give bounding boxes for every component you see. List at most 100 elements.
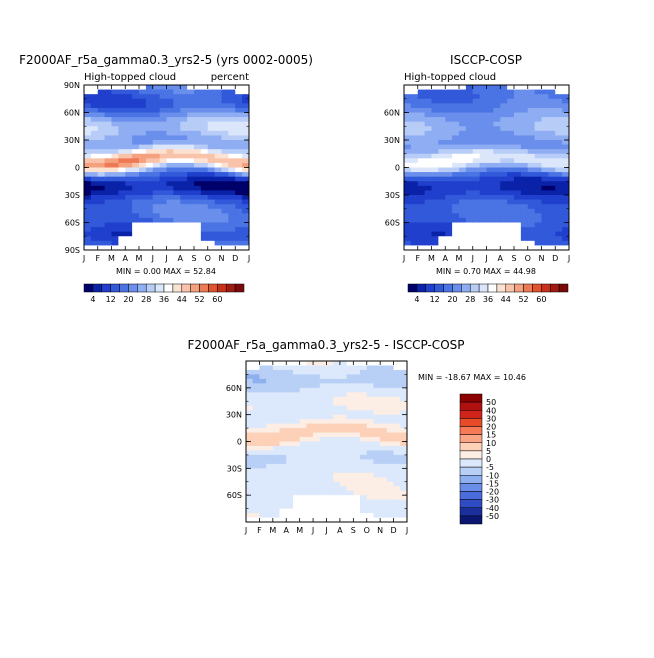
map-cell	[279, 437, 287, 443]
map-cell	[159, 217, 168, 224]
map-cell	[159, 89, 168, 95]
map-cell	[90, 130, 99, 137]
map-cell	[479, 117, 488, 123]
map-cell	[465, 222, 474, 228]
map-cell	[479, 172, 488, 178]
map-cell	[159, 227, 168, 233]
map-cell	[514, 107, 522, 114]
map-cell	[279, 419, 287, 425]
map-cell	[486, 94, 494, 100]
map-cell	[286, 405, 294, 411]
map-cell	[393, 378, 401, 384]
map-cell	[313, 405, 321, 411]
map-cell	[207, 107, 216, 114]
map-cell	[90, 185, 99, 192]
map-cell	[339, 490, 348, 496]
map-cell	[319, 459, 328, 465]
map-cell	[500, 245, 508, 250]
map-cell	[242, 162, 249, 169]
map-cell	[507, 240, 515, 247]
map-cell	[259, 423, 267, 429]
map-cell	[180, 240, 188, 247]
map-cell	[118, 204, 126, 210]
map-cell	[319, 437, 328, 443]
map-cell	[541, 167, 549, 173]
map-cell	[228, 227, 236, 233]
map-cell	[306, 369, 314, 376]
map-cell	[104, 217, 113, 224]
map-cell	[500, 135, 508, 141]
map-cell	[360, 513, 368, 519]
map-cell	[187, 94, 195, 100]
map-cell	[187, 121, 195, 127]
map-cell	[534, 204, 543, 210]
map-cell	[424, 85, 433, 91]
colorbar-swatch	[459, 475, 483, 484]
map-cell	[166, 89, 174, 95]
colorbar-label: 52	[518, 295, 528, 304]
map-cell	[445, 190, 453, 196]
map-cell	[159, 172, 168, 178]
map-cell	[139, 176, 147, 182]
x-tick-label: S	[351, 526, 356, 535]
map-cell	[333, 392, 341, 398]
map-cell	[194, 149, 202, 155]
map-cell	[417, 103, 426, 109]
map-cell	[486, 208, 494, 214]
map-cell	[200, 103, 209, 109]
map-cell	[486, 227, 494, 233]
map-cell	[252, 459, 261, 465]
map-cell	[152, 144, 161, 150]
map-cell	[252, 454, 261, 460]
map-cell	[500, 240, 508, 247]
map-cell	[527, 222, 536, 228]
map-cell	[152, 208, 161, 214]
map-cell	[180, 144, 188, 150]
map-cell	[438, 176, 446, 182]
map-cell	[299, 490, 307, 496]
map-cell	[152, 140, 161, 146]
map-cell	[180, 236, 188, 242]
map-cell	[380, 392, 388, 398]
map-cell	[493, 112, 501, 118]
map-cell	[507, 162, 515, 169]
map-cell	[286, 495, 294, 501]
map-cell	[326, 472, 334, 478]
map-cell	[507, 213, 515, 219]
map-cell	[417, 195, 426, 201]
map-cell	[438, 153, 446, 159]
map-cell	[417, 107, 426, 114]
map-cell	[173, 176, 181, 182]
map-cell	[292, 414, 301, 420]
map-cell	[235, 217, 243, 224]
map-cell	[125, 98, 133, 104]
map-cell	[313, 374, 321, 380]
map-cell	[235, 181, 243, 187]
colorbar-label: -30	[486, 496, 499, 505]
map-cell	[292, 513, 301, 519]
map-cell	[252, 365, 261, 371]
map-cell	[319, 468, 328, 474]
map-cell	[514, 227, 522, 233]
map-cell	[180, 231, 188, 237]
map-cell	[145, 94, 154, 100]
map-cell	[541, 85, 549, 91]
map-cell	[472, 245, 481, 250]
map-cell	[541, 144, 549, 150]
map-cell	[520, 117, 529, 123]
map-cell	[555, 245, 563, 250]
map-cell	[313, 387, 321, 393]
map-cell	[221, 208, 229, 214]
map-cell	[180, 94, 188, 100]
map-cell	[534, 94, 543, 100]
map-cell	[313, 513, 321, 519]
map-cell	[214, 245, 223, 250]
map-cell	[541, 213, 549, 219]
map-cell	[306, 410, 314, 416]
map-cell	[118, 208, 126, 214]
map-cell	[246, 432, 254, 438]
colorbar-swatch	[83, 283, 94, 293]
map-cell	[125, 112, 133, 118]
map-cell	[452, 195, 460, 201]
map-cell	[194, 135, 202, 141]
